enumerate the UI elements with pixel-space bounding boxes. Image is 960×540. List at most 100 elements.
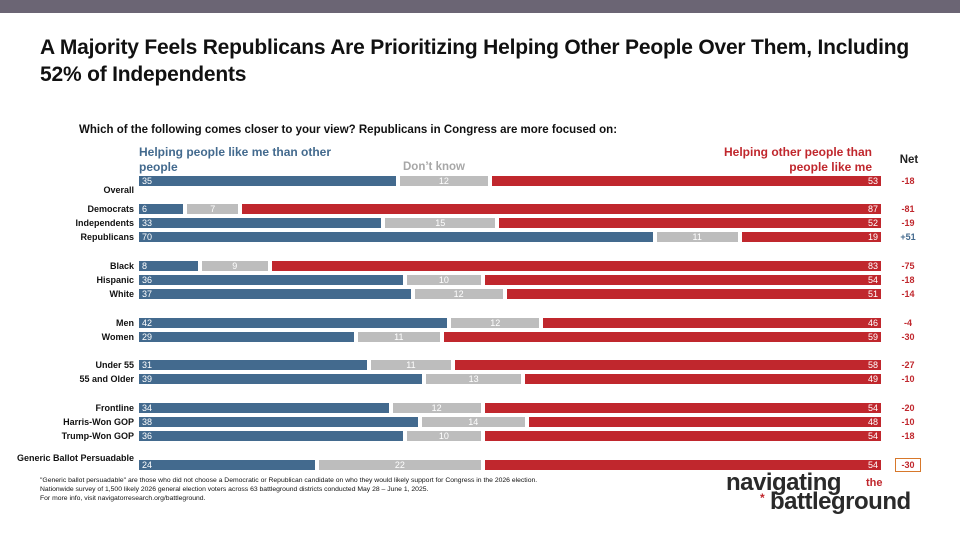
value-label-dont-know: 14 (468, 417, 479, 427)
value-label-left: 29 (142, 332, 153, 342)
value-label-dont-know: 15 (435, 218, 446, 228)
bar-segment-dont-know (656, 232, 738, 242)
row-label: Under 55 (95, 360, 134, 370)
value-label-dont-know: 12 (438, 176, 449, 186)
net-value: -81 (901, 204, 915, 214)
bar-segment-dont-know (385, 218, 496, 228)
bar-segment-dont-know (358, 332, 440, 342)
net-value: -18 (901, 431, 915, 441)
bar-segment-right (242, 204, 881, 214)
bar-segment-left (139, 289, 411, 299)
value-label-left: 38 (142, 417, 153, 427)
bar-segment-dont-know (399, 176, 488, 186)
bar-segment-left (139, 232, 653, 242)
bar-segment-right (499, 218, 881, 228)
bar-segment-right (455, 360, 881, 370)
row-label: Independents (75, 218, 134, 228)
value-label-left: 37 (142, 289, 153, 299)
net-value: -27 (901, 360, 915, 370)
header-left-option: Helping people like me than other people (139, 145, 332, 174)
value-label-right: 54 (867, 275, 878, 285)
bar-segment-right (484, 403, 881, 413)
value-label-dont-know: 9 (232, 261, 238, 271)
bar-segment-left (139, 360, 367, 370)
bar-segment-left (139, 176, 396, 186)
bar-segment-left (139, 403, 389, 413)
logo-star-icon: * (760, 491, 765, 505)
bar-segment-dont-know (421, 417, 525, 427)
bar-segment-left (139, 204, 184, 214)
bar-segment-right (484, 460, 881, 470)
bar-segment-right (491, 176, 881, 186)
bar-segment-left (139, 261, 198, 271)
footnote-methodology: Nationwide survey of 1,500 likely 2026 g… (40, 486, 429, 493)
row-label: Men (116, 318, 134, 328)
bar-segment-left (139, 431, 404, 441)
net-value: -75 (901, 261, 915, 271)
value-label-dont-know: 22 (394, 460, 405, 470)
bar-segment-right (543, 318, 881, 328)
value-label-right: 54 (867, 460, 878, 470)
header-net: Net (899, 154, 919, 166)
net-value: -18 (901, 275, 915, 285)
bar-segment-right (271, 261, 881, 271)
row-label: Trump-Won GOP (61, 431, 134, 441)
bar-segment-dont-know (414, 289, 503, 299)
bar-segment-dont-know (392, 403, 481, 413)
bar-segment-right (484, 275, 881, 285)
bar-segment-right (443, 332, 881, 342)
value-label-right: 87 (867, 204, 878, 214)
value-label-left: 35 (142, 176, 153, 186)
value-label-dont-know: 12 (453, 289, 464, 299)
bar-segment-left (139, 332, 354, 342)
row-label: Harris-Won GOP (63, 417, 134, 427)
row-label: Republicans (80, 232, 134, 242)
value-label-right: 59 (867, 332, 878, 342)
value-label-right: 19 (867, 232, 878, 242)
value-label-dont-know: 11 (406, 360, 416, 370)
value-label-left: 42 (142, 318, 153, 328)
bar-segment-dont-know (319, 460, 481, 470)
value-label-right: 49 (867, 374, 878, 384)
net-value: -10 (901, 417, 915, 427)
row-label: Black (109, 261, 134, 271)
bar-segment-dont-know (370, 360, 452, 370)
bar-segment-dont-know (201, 261, 268, 271)
net-value: -30 (901, 460, 915, 470)
value-label-left: 24 (142, 460, 153, 470)
row-label: Frontline (95, 403, 135, 413)
value-label-left: 39 (142, 374, 153, 384)
logo-line2: battleground (770, 488, 911, 515)
survey-question: Which of the following comes closer to y… (79, 124, 618, 136)
bar-segment-right (528, 417, 881, 427)
net-value: -14 (901, 289, 915, 299)
value-label-right: 83 (867, 261, 878, 271)
value-label-dont-know: 10 (438, 275, 449, 285)
value-label-left: 34 (142, 403, 153, 413)
value-label-right: 46 (867, 318, 878, 328)
value-label-left: 6 (142, 204, 148, 214)
row-label: 55 and Older (79, 374, 134, 384)
top-bar (0, 0, 960, 13)
bar-segment-left (139, 417, 418, 427)
bar-segment-dont-know (407, 275, 481, 285)
header-right-option: Helping other people than people like me (723, 145, 872, 174)
value-label-right: 52 (867, 218, 878, 228)
navigating-the-battleground-logo: navigating the * battleground (726, 469, 938, 517)
bar-segment-right (506, 289, 881, 299)
footnotes: "Generic ballot persuadable" are those w… (40, 476, 600, 503)
row-label: Overall (103, 185, 134, 195)
row-label: Democrats (87, 204, 134, 214)
bar-segment-left (139, 318, 448, 328)
value-label-dont-know: 12 (490, 318, 501, 328)
value-label-dont-know: 10 (438, 431, 449, 441)
value-label-dont-know: 12 (431, 403, 442, 413)
bar-segment-dont-know (187, 204, 239, 214)
footnote-more-info: For more info, visit navigatorresearch.o… (40, 495, 206, 502)
value-label-dont-know: 7 (210, 204, 216, 214)
value-label-left: 8 (142, 261, 148, 271)
row-label: Women (101, 332, 134, 342)
value-label-right: 53 (867, 176, 878, 186)
value-label-right: 48 (867, 417, 878, 427)
value-label-right: 54 (867, 431, 878, 441)
